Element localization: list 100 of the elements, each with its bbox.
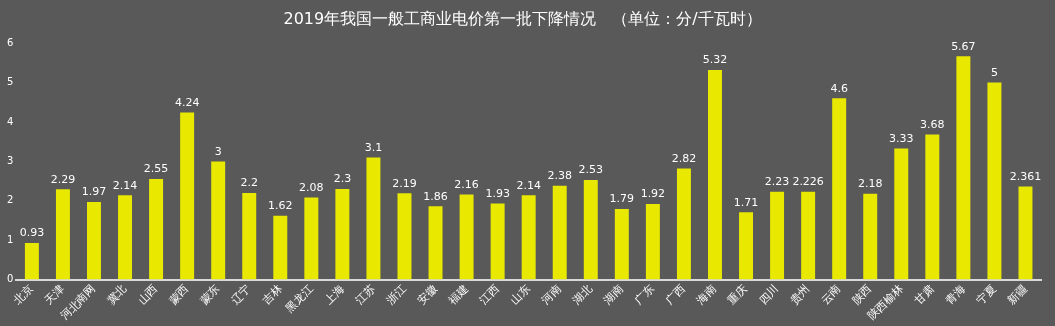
bar <box>552 185 567 280</box>
data-label: 2.08 <box>299 180 324 194</box>
x-tick-label: 黑龙江 <box>282 282 316 315</box>
x-tick-label: 辽宁 <box>228 282 254 307</box>
bar <box>397 193 412 280</box>
data-label: 5.32 <box>702 53 728 67</box>
bar <box>863 193 878 280</box>
bar <box>645 203 660 280</box>
bar <box>987 82 1002 280</box>
x-tick-label: 江苏 <box>352 282 378 307</box>
bar <box>614 209 629 280</box>
bar <box>894 148 909 280</box>
x-tick-label: 山东 <box>508 282 533 307</box>
x-tick-label: 云南 <box>818 282 844 307</box>
data-label: 2.38 <box>547 169 572 183</box>
data-label: 2.2 <box>240 176 258 190</box>
data-label: 2.29 <box>50 172 76 186</box>
data-label: 2.82 <box>671 151 697 165</box>
bar <box>180 112 195 280</box>
x-tick-label: 甘肃 <box>911 282 937 307</box>
bar <box>118 195 133 280</box>
x-tick-label: 新疆 <box>1004 282 1030 307</box>
x-tick-label: 四川 <box>756 282 782 307</box>
data-label: 4.6 <box>830 81 848 95</box>
bar <box>521 195 536 280</box>
data-label: 3.33 <box>889 131 914 145</box>
x-tick-label: 湖北 <box>570 282 595 307</box>
x-tick-label: 陕西 <box>849 282 875 307</box>
x-tick-label: 安徽 <box>414 282 440 307</box>
x-tick-label: 浙江 <box>383 282 409 307</box>
bar <box>490 203 505 280</box>
data-label: 2.19 <box>392 176 417 190</box>
x-tick-label: 天津 <box>42 282 68 307</box>
x-tick-label: 宁夏 <box>973 282 999 307</box>
y-tick-label: 3 <box>6 154 14 166</box>
bar <box>770 191 785 280</box>
data-label: 2.361 <box>1009 169 1042 183</box>
bar <box>55 189 70 280</box>
y-tick-label: 2 <box>6 194 14 206</box>
x-tick-label: 福建 <box>445 282 471 307</box>
bar <box>335 188 350 280</box>
x-tick-label: 湖南 <box>601 282 626 307</box>
bar <box>304 197 319 280</box>
data-label: 2.14 <box>516 178 541 192</box>
chart-title: 2019年我国一般工商业电价第一批下降情况 （单位：分/千瓦时） <box>283 8 762 28</box>
bar <box>801 191 816 280</box>
data-label: 2.55 <box>143 162 169 176</box>
x-tick-label: 贵州 <box>787 282 813 307</box>
x-tick-label: 上海 <box>321 282 347 307</box>
bar <box>583 179 598 280</box>
data-label: 5.67 <box>951 39 976 53</box>
x-tick-label: 广西 <box>663 282 689 307</box>
data-label: 2.23 <box>764 175 790 189</box>
data-label: 1.62 <box>268 199 293 213</box>
x-tick-label: 山西 <box>135 282 161 307</box>
data-label: 1.92 <box>640 187 666 201</box>
bar <box>739 212 754 280</box>
x-tick-label: 河南 <box>539 282 564 307</box>
x-tick-label: 江西 <box>477 282 502 307</box>
data-label: 5 <box>990 65 998 79</box>
data-label: 0.93 <box>19 226 45 240</box>
x-tick-label: 蒙西 <box>166 282 192 307</box>
data-label: 3 <box>214 144 222 158</box>
bar <box>149 179 164 280</box>
bar <box>707 69 722 280</box>
y-tick-label: 1 <box>6 233 14 245</box>
data-label: 3.1 <box>364 140 383 154</box>
x-tick-label: 蒙东 <box>197 282 223 307</box>
data-label: 2.14 <box>112 178 138 192</box>
data-label: 1.71 <box>733 195 759 209</box>
data-label: 4.24 <box>174 95 200 109</box>
bar <box>1018 186 1033 280</box>
bar <box>676 168 691 280</box>
data-label: 2.16 <box>454 177 479 191</box>
bar <box>925 134 940 280</box>
x-tick-label: 吉林 <box>259 282 285 307</box>
bar <box>211 161 226 280</box>
bar <box>87 201 101 280</box>
x-tick-label: 广东 <box>632 282 658 307</box>
y-tick-label: 0 <box>6 273 14 285</box>
y-tick-label: 5 <box>6 76 14 88</box>
y-tick-label: 4 <box>6 115 14 127</box>
data-label: 1.86 <box>423 189 448 203</box>
data-label: 1.79 <box>609 192 635 206</box>
x-tick-label: 冀北 <box>104 282 130 307</box>
bar <box>832 98 847 280</box>
x-tick-label: 海南 <box>694 282 720 307</box>
bar <box>273 215 288 280</box>
x-tick-label: 青海 <box>942 282 968 307</box>
bar <box>459 194 474 280</box>
y-tick-label: 6 <box>6 36 14 48</box>
data-label: 1.93 <box>485 186 510 200</box>
data-label: 2.18 <box>857 177 883 191</box>
bar <box>366 157 381 280</box>
data-label: 2.226 <box>792 175 824 189</box>
x-tick-label: 重庆 <box>725 282 751 307</box>
x-tick-label: 北京 <box>11 282 37 307</box>
bar <box>242 192 257 280</box>
data-label: 2.3 <box>333 172 352 186</box>
data-label: 2.53 <box>578 163 604 177</box>
